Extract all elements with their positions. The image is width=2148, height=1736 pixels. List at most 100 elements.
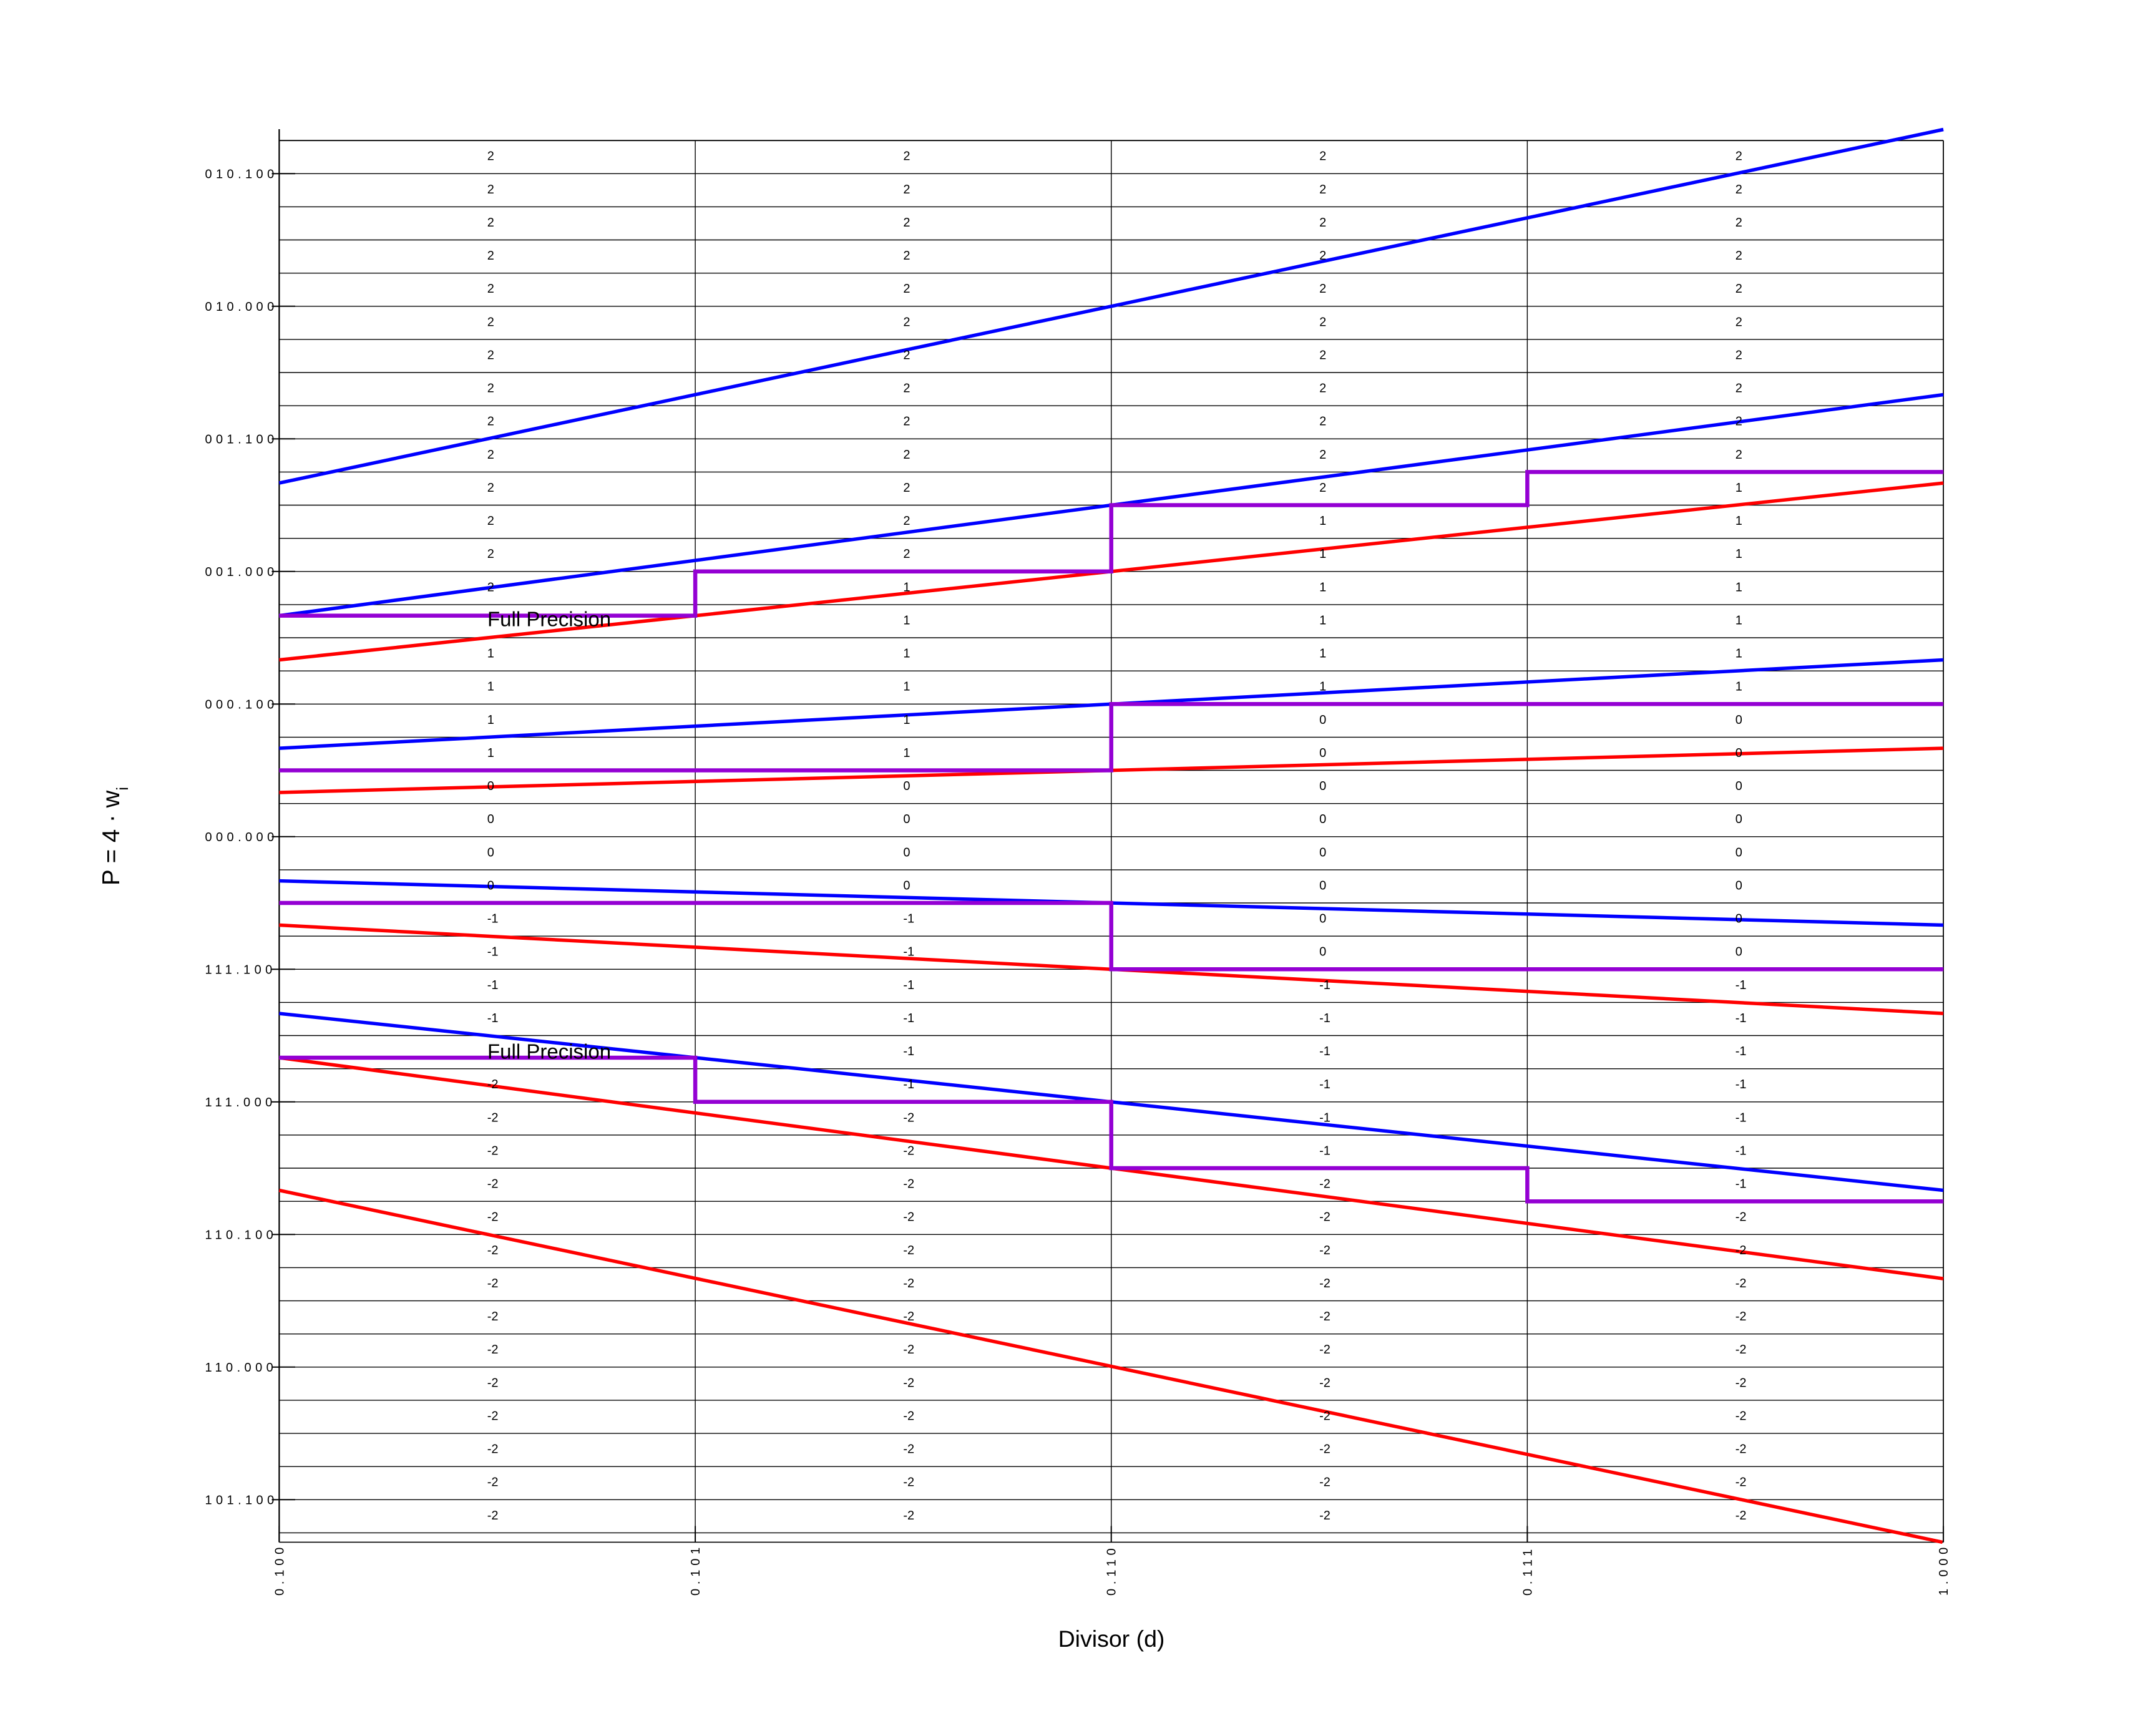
- svg-text:-2: -2: [903, 1509, 914, 1523]
- svg-text:-2: -2: [1735, 1509, 1747, 1523]
- svg-text:-2: -2: [487, 1144, 499, 1158]
- svg-text:0: 0: [1319, 713, 1326, 727]
- svg-text:-2: -2: [1319, 1211, 1330, 1224]
- svg-text:1: 1: [1735, 547, 1742, 561]
- svg-text:2: 2: [487, 448, 494, 462]
- svg-text:000.000: 000.000: [205, 831, 278, 844]
- svg-text:2: 2: [1735, 415, 1742, 429]
- svg-text:-2: -2: [1319, 1277, 1330, 1290]
- svg-text:001.100: 001.100: [205, 432, 278, 446]
- svg-text:-1: -1: [903, 1012, 914, 1025]
- svg-text:-2: -2: [1735, 1443, 1747, 1456]
- svg-text:-2: -2: [903, 1111, 914, 1124]
- svg-text:2: 2: [487, 415, 494, 429]
- svg-text:2: 2: [1735, 315, 1742, 329]
- svg-text:-1: -1: [903, 978, 914, 992]
- svg-text:1: 1: [1735, 647, 1742, 661]
- svg-text:-2: -2: [487, 1343, 499, 1357]
- svg-text:-2: -2: [903, 1343, 914, 1357]
- svg-text:0: 0: [903, 879, 910, 893]
- svg-text:2: 2: [1735, 249, 1742, 263]
- svg-text:0: 0: [487, 846, 494, 859]
- svg-text:-2: -2: [1319, 1244, 1330, 1257]
- svg-text:2: 2: [487, 183, 494, 197]
- svg-text:1: 1: [1319, 514, 1326, 528]
- svg-text:2: 2: [487, 282, 494, 296]
- svg-text:2: 2: [903, 415, 910, 429]
- svg-text:2: 2: [903, 349, 910, 363]
- svg-text:0: 0: [1319, 912, 1326, 926]
- svg-text:-2: -2: [1319, 1476, 1330, 1490]
- svg-text:1: 1: [1319, 547, 1326, 561]
- svg-text:-2: -2: [1319, 1376, 1330, 1390]
- svg-text:1: 1: [903, 713, 910, 727]
- svg-text:0: 0: [1735, 846, 1742, 859]
- svg-text:0: 0: [903, 812, 910, 826]
- svg-text:-2: -2: [903, 1277, 914, 1290]
- svg-text:1: 1: [1319, 680, 1326, 694]
- svg-text:2: 2: [1319, 349, 1326, 363]
- svg-text:-1: -1: [487, 912, 499, 926]
- svg-text:-2: -2: [903, 1410, 914, 1423]
- svg-text:111.000: 111.000: [205, 1096, 276, 1109]
- svg-text:-2: -2: [1735, 1410, 1747, 1423]
- svg-text:-2: -2: [487, 1078, 499, 1091]
- svg-text:2: 2: [1319, 216, 1326, 230]
- svg-text:110.000: 110.000: [205, 1361, 278, 1375]
- svg-text:2: 2: [487, 580, 494, 594]
- svg-text:1: 1: [1319, 647, 1326, 661]
- svg-text:-1: -1: [1735, 1111, 1747, 1124]
- svg-text:2: 2: [487, 382, 494, 396]
- svg-text:2: 2: [903, 448, 910, 462]
- svg-text:-2: -2: [487, 1509, 499, 1523]
- svg-text:2: 2: [903, 249, 910, 263]
- svg-text:1: 1: [487, 746, 494, 760]
- svg-text:-1: -1: [1319, 1045, 1330, 1058]
- svg-text:1: 1: [1735, 680, 1742, 694]
- svg-text:-2: -2: [1319, 1410, 1330, 1423]
- svg-text:1: 1: [1735, 614, 1742, 628]
- svg-text:2: 2: [903, 514, 910, 528]
- svg-text:1: 1: [1735, 514, 1742, 528]
- svg-text:2: 2: [487, 315, 494, 329]
- svg-text:1: 1: [487, 680, 494, 694]
- svg-text:-2: -2: [1735, 1310, 1747, 1324]
- svg-text:2: 2: [487, 216, 494, 230]
- svg-text:010.000: 010.000: [205, 300, 278, 314]
- svg-text:0: 0: [487, 812, 494, 826]
- svg-text:0: 0: [1319, 812, 1326, 826]
- svg-text:2: 2: [1735, 216, 1742, 230]
- svg-text:0: 0: [1735, 912, 1742, 926]
- svg-text:-2: -2: [487, 1410, 499, 1423]
- svg-text:-1: -1: [1735, 978, 1747, 992]
- svg-text:0.100: 0.100: [273, 1543, 286, 1596]
- svg-text:001.000: 001.000: [205, 565, 278, 579]
- svg-text:-2: -2: [487, 1376, 499, 1390]
- svg-text:2: 2: [1319, 150, 1326, 163]
- svg-text:110.100: 110.100: [205, 1228, 278, 1242]
- svg-text:-2: -2: [487, 1211, 499, 1224]
- svg-text:-1: -1: [1319, 1012, 1330, 1025]
- svg-text:-1: -1: [1319, 1144, 1330, 1158]
- svg-text:0.101: 0.101: [689, 1543, 703, 1596]
- svg-text:Divisor (d): Divisor (d): [1058, 1626, 1165, 1652]
- svg-text:1.000: 1.000: [1937, 1543, 1951, 1596]
- svg-text:-1: -1: [903, 1078, 914, 1091]
- svg-text:-2: -2: [903, 1144, 914, 1158]
- svg-text:0: 0: [1735, 945, 1742, 959]
- svg-text:-2: -2: [487, 1277, 499, 1290]
- svg-text:2: 2: [1735, 150, 1742, 163]
- svg-text:0: 0: [1319, 779, 1326, 793]
- svg-text:111.100: 111.100: [205, 963, 276, 977]
- svg-text:-2: -2: [1735, 1211, 1747, 1224]
- svg-text:2: 2: [487, 547, 494, 561]
- svg-text:1: 1: [903, 614, 910, 628]
- svg-text:-2: -2: [903, 1244, 914, 1257]
- svg-text:2: 2: [903, 150, 910, 163]
- svg-text:0.111: 0.111: [1521, 1545, 1535, 1596]
- svg-text:0: 0: [1319, 846, 1326, 859]
- svg-text:000.100: 000.100: [205, 698, 278, 711]
- svg-text:-2: -2: [903, 1211, 914, 1224]
- svg-text:2: 2: [1319, 382, 1326, 396]
- svg-text:-1: -1: [1319, 1111, 1330, 1124]
